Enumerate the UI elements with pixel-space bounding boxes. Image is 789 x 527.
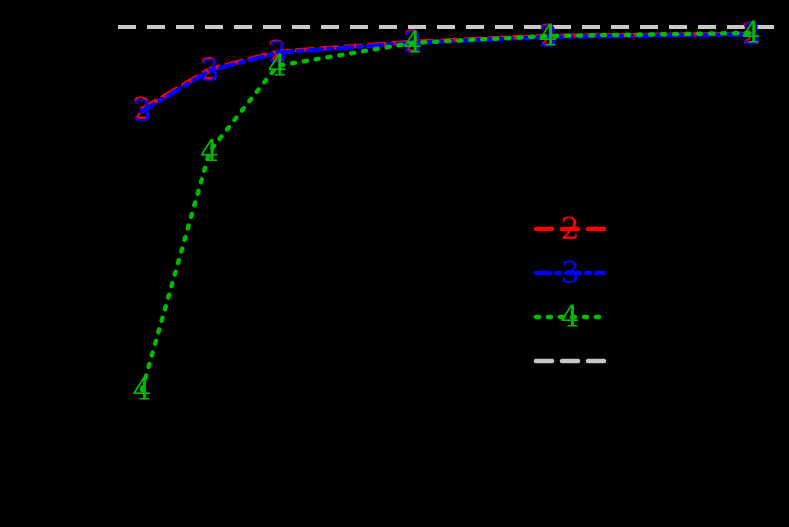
data-point-marker: 3 [539, 20, 558, 55]
legend-item: 3 [533, 256, 607, 291]
legend-item: 2 [533, 212, 607, 247]
series-line [139, 31, 754, 112]
data-point-marker: 3 [268, 36, 287, 71]
data-point-marker: 4 [742, 16, 761, 51]
data-point-marker: 3 [200, 54, 219, 89]
legend: 2 3 4 [533, 212, 607, 364]
series-4: 4 4 4 4 4 4 [132, 16, 760, 408]
data-point-marker: 3 [742, 17, 761, 52]
legend-item: 4 [533, 300, 607, 335]
data-point-marker: 4 [132, 373, 151, 408]
series-line [139, 30, 754, 393]
legend-marker: 3 [560, 256, 579, 291]
data-point-marker: 4 [539, 19, 558, 54]
legend-marker: 2 [560, 212, 579, 247]
legend-marker: 4 [560, 300, 579, 335]
data-point-marker: 4 [403, 26, 422, 61]
data-point-marker: 4 [268, 49, 287, 84]
data-point-marker: 4 [200, 134, 219, 169]
data-point-marker: 3 [132, 95, 151, 130]
series-line [139, 32, 754, 114]
